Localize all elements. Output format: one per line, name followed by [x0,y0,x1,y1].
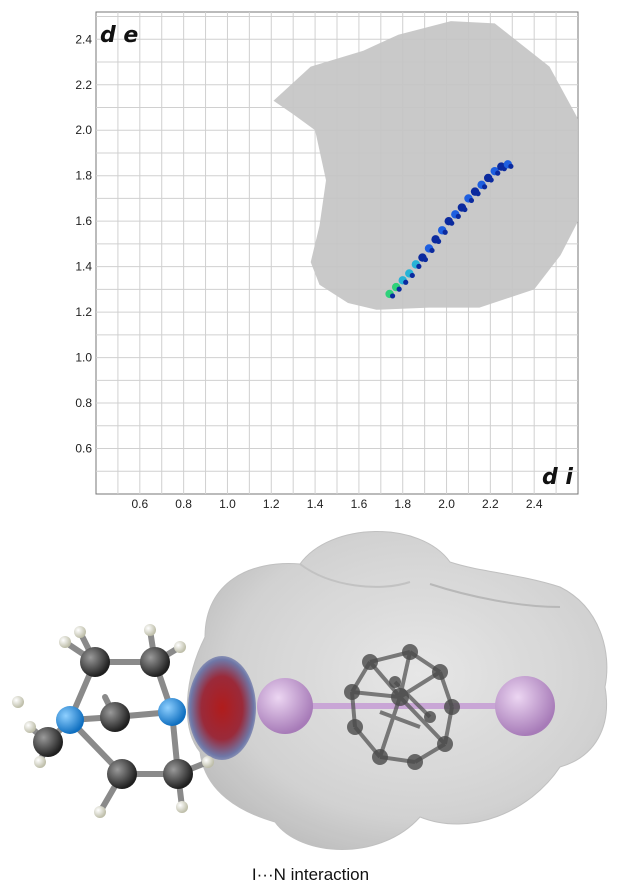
y-tick-label: 1.8 [75,169,92,183]
hydrogen-atoms [12,624,214,818]
data-point [475,191,481,197]
iodine-atom-left [257,678,313,734]
x-tick-label: 1.0 [219,497,236,511]
data-point [462,206,468,213]
x-tick-label: 0.8 [175,497,192,511]
x-tick-label: 2.2 [482,497,499,511]
surface-fold [299,563,411,588]
x-tick-labels: 0.6 0.8 1.0 1.2 1.4 1.6 1.8 2.0 2.2 2.4 [131,497,542,511]
data-point [449,220,455,226]
y-tick-label: 0.8 [75,396,92,410]
nitrogen-atom-right [158,698,186,726]
x-tick-label: 1.4 [307,497,324,511]
contact-spot [188,656,256,760]
y-tick-label: 1.0 [75,351,92,365]
y-tick-label: 2.4 [75,32,92,46]
data-point [403,279,409,285]
fingerprint-plot: 0.6 0.8 1.0 1.2 1.4 1.6 1.8 2.0 2.2 2.4 0.6 0.8 1.0… [75,11,579,511]
data-point [396,286,402,292]
data-point [416,263,422,269]
data-point [488,177,494,183]
data-point [442,229,448,235]
x-tick-label: 2.0 [438,497,455,511]
data-point [422,256,429,263]
data-point [409,272,415,279]
carbon-atoms [33,647,193,789]
data-point [455,213,461,219]
figure-caption: I···N interaction [251,865,370,884]
data-point [435,238,442,244]
background-region [273,21,578,310]
y-tick-label: 1.2 [75,305,92,319]
iodine-atom-right [495,676,555,736]
y-tick-labels: 0.6 0.8 1.0 1.2 1.4 1.6 1.8 2.0 2.2 2.4 [75,32,92,455]
x-tick-label: 1.8 [394,497,411,511]
x-tick-label: 1.2 [263,497,280,511]
y-tick-label: 1.6 [75,214,92,228]
y-tick-label: 2.2 [75,78,92,92]
x-tick-label: 1.6 [351,497,368,511]
y-tick-label: 1.4 [75,260,92,274]
x-tick-label: 2.4 [526,497,543,511]
x-axis-label: d i [542,465,573,490]
region-polygon [273,21,578,310]
carborane-atoms [344,644,460,770]
x-tick-label: 0.6 [131,497,148,511]
highlight-series [385,160,514,299]
y-tick-label: 0.6 [75,442,92,456]
data-point [508,163,514,169]
data-point [495,170,501,176]
molecule-figure [12,531,608,850]
data-point [429,247,435,254]
y-axis-label: d e [100,23,138,48]
y-tick-label: 2.0 [75,123,92,137]
data-point [468,197,475,204]
nitrogen-atom-left [56,706,84,734]
data-point [482,184,488,190]
data-point [389,293,396,299]
surface-fold [429,583,561,608]
